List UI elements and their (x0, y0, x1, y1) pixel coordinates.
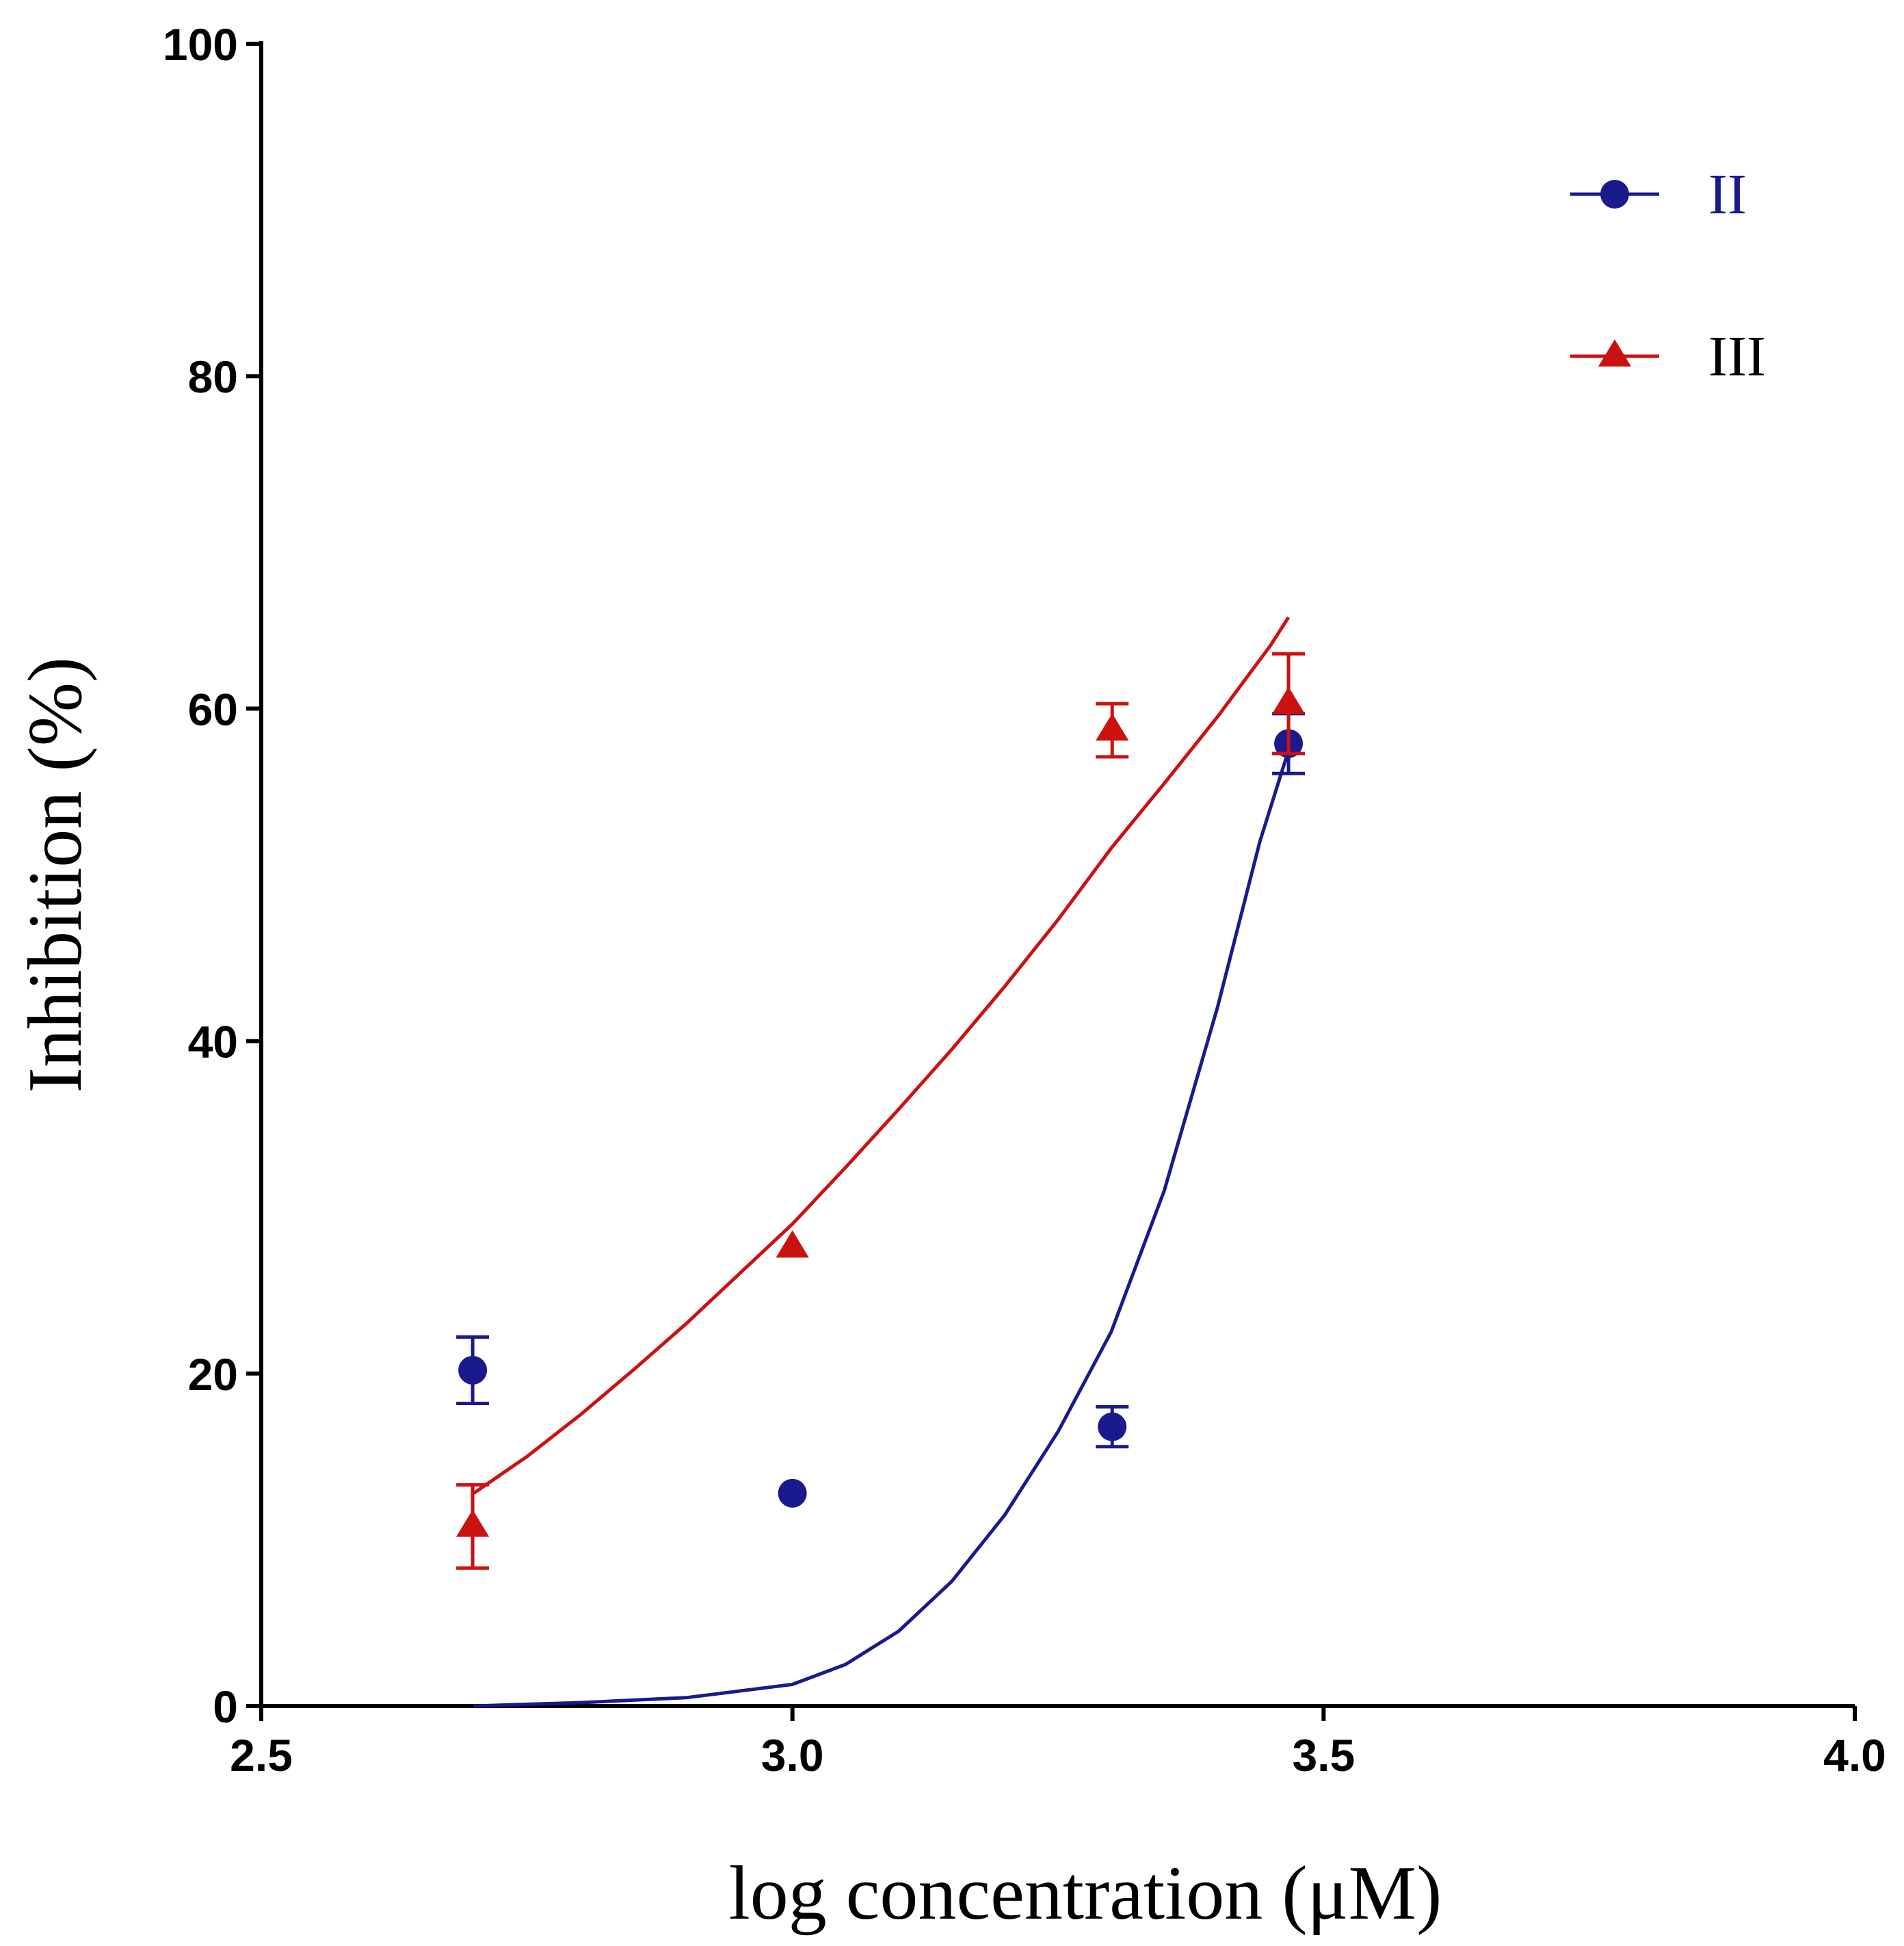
data-point-ii (458, 1355, 488, 1385)
x-tick-label: 3.5 (1292, 1730, 1355, 1781)
x-tick-label: 3.0 (761, 1730, 824, 1781)
fit-curve-ii (473, 749, 1291, 1708)
x-tick-label: 2.5 (230, 1730, 293, 1781)
data-point-ii (778, 1478, 807, 1508)
legend-label-iii: III (1708, 325, 1766, 388)
y-tick-label: 20 (188, 1349, 238, 1400)
data-point-iii (455, 1509, 490, 1537)
x-axis-title: log concentration (μM) (729, 1851, 1442, 1936)
x-tick-label: 4.0 (1823, 1730, 1886, 1781)
data-point-iii (776, 1230, 809, 1258)
axes: 0 20 40 60 80 100 2.5 3.0 3.5 4.0 (163, 19, 1886, 1781)
legend-marker-ii (1600, 180, 1629, 209)
legend-label-ii: II (1708, 163, 1747, 226)
y-tick-label: 40 (188, 1017, 238, 1067)
y-tick-label: 0 (213, 1681, 238, 1732)
y-axis-title: Inhibition (%) (13, 657, 98, 1093)
fit-curve-iii (473, 616, 1291, 1495)
fit-curves (473, 616, 1291, 1708)
y-tick-label: 80 (188, 351, 238, 402)
legend-marker-iii (1598, 339, 1632, 367)
data-point-iii (1271, 687, 1306, 715)
y-tick-label: 100 (163, 19, 238, 70)
y-tick-label: 60 (188, 684, 238, 734)
data-point-ii (1098, 1412, 1127, 1441)
data-points (455, 652, 1306, 1570)
data-point-iii (1096, 713, 1129, 741)
